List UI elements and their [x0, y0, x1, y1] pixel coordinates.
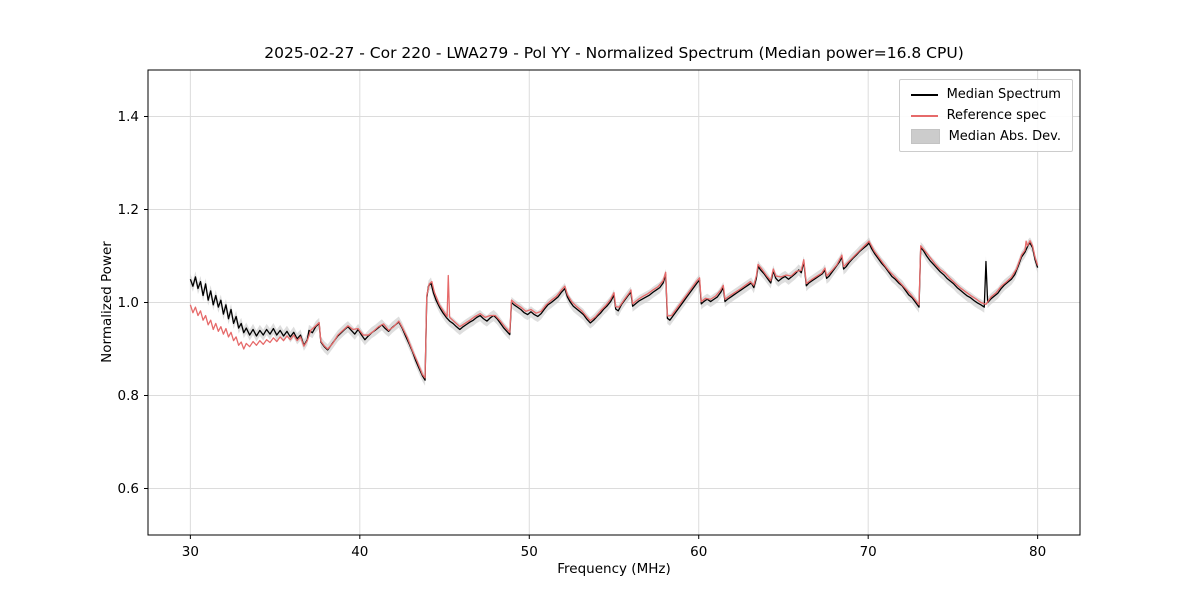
x-tick-label: 40: [351, 544, 368, 560]
y-axis-label: Normalized Power: [99, 241, 115, 363]
mad-band: [190, 237, 1038, 386]
legend-label-median-spectrum: Median Spectrum: [946, 87, 1061, 102]
legend-item-reference-spec: Reference spec: [910, 108, 1061, 123]
x-tick-label: 30: [182, 544, 199, 560]
reference-spec-line-swatch: [910, 114, 938, 117]
y-tick-label: 0.8: [118, 388, 139, 404]
y-tick-label: 0.6: [118, 481, 139, 497]
legend-item-median-abs-dev: Median Abs. Dev.: [910, 129, 1061, 144]
y-tick-label: 1.2: [118, 202, 139, 218]
x-axis-label: Frequency (MHz): [557, 561, 671, 577]
x-tick-label: 50: [521, 544, 538, 560]
legend: Median Spectrum Reference spec Median Ab…: [898, 79, 1073, 152]
median-spectrum-line-swatch: [910, 93, 938, 96]
series-line-reference-spec: [189, 240, 1039, 379]
y-tick-label: 1.4: [118, 109, 139, 125]
series-line-median-spectrum: [189, 242, 1039, 381]
median-abs-dev-patch-swatch: [910, 129, 940, 144]
legend-label-median-abs-dev: Median Abs. Dev.: [948, 129, 1061, 144]
chart-title: 2025-02-27 - Cor 220 - LWA279 - Pol YY -…: [264, 44, 964, 62]
x-tick-label: 80: [1029, 544, 1046, 560]
legend-label-reference-spec: Reference spec: [946, 108, 1047, 123]
legend-item-median-spectrum: Median Spectrum: [910, 87, 1061, 102]
y-tick-label: 1.0: [118, 295, 139, 311]
x-tick-label: 60: [690, 544, 707, 560]
x-tick-label: 70: [860, 544, 877, 560]
